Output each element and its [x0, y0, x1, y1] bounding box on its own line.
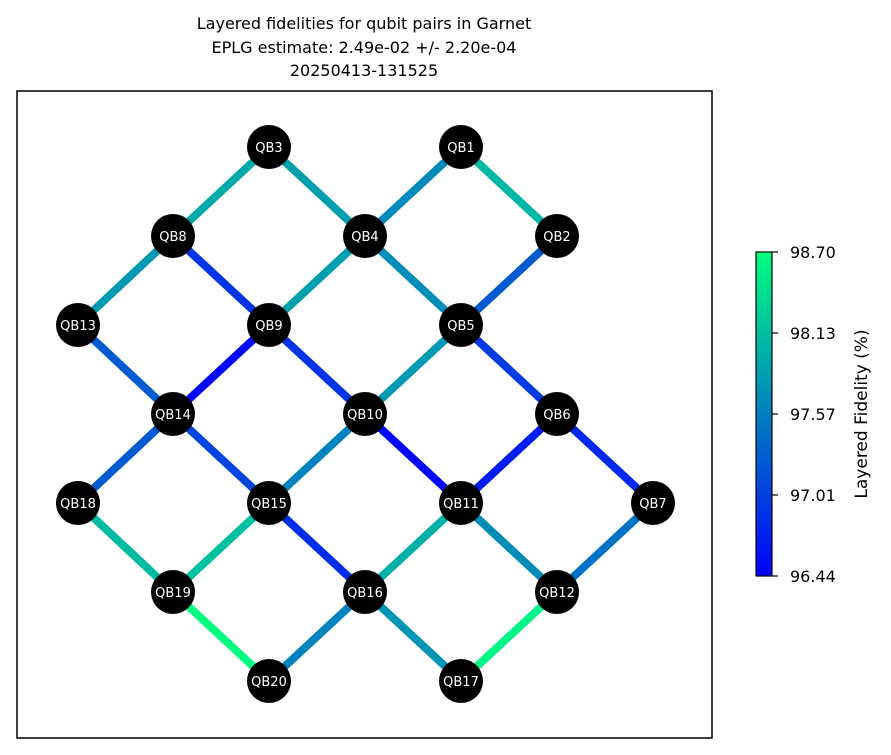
node-circle	[631, 481, 675, 525]
node-qb8: QB8	[151, 214, 195, 258]
node-label: QB4	[351, 230, 378, 245]
node-circle	[151, 570, 195, 614]
title-line-2: EPLG estimate: 2.49e-02 +/- 2.20e-04	[211, 38, 517, 57]
title-line-3: 20250413-131525	[289, 61, 439, 80]
node-qb1: QB1	[439, 125, 483, 169]
node-label: QB14	[155, 408, 191, 423]
node-label: QB9	[255, 319, 282, 334]
node-qb14: QB14	[151, 392, 195, 436]
node-label: QB19	[155, 586, 191, 601]
node-qb2: QB2	[535, 214, 579, 258]
colorbar-tick-label: 98.13	[790, 324, 836, 343]
node-qb18: QB18	[56, 481, 100, 525]
node-circle	[343, 392, 387, 436]
node-label: QB13	[60, 319, 96, 334]
node-qb15: QB15	[247, 481, 291, 525]
node-circle	[439, 303, 483, 347]
node-qb6: QB6	[535, 392, 579, 436]
node-label: QB15	[251, 497, 287, 512]
node-qb4: QB4	[343, 214, 387, 258]
node-qb16: QB16	[343, 570, 387, 614]
node-qb12: QB12	[535, 570, 579, 614]
node-qb10: QB10	[343, 392, 387, 436]
title-line-1: Layered fidelities for qubit pairs in Ga…	[196, 14, 532, 33]
colorbar-tick-label: 96.44	[790, 567, 836, 586]
node-circle	[535, 570, 579, 614]
node-circle	[343, 214, 387, 258]
node-circle	[535, 392, 579, 436]
colorbar	[755, 251, 773, 577]
node-qb7: QB7	[631, 481, 675, 525]
node-circle	[247, 303, 291, 347]
colorbar-tick-label: 97.57	[790, 405, 836, 424]
node-qb5: QB5	[439, 303, 483, 347]
node-circle	[247, 659, 291, 703]
node-qb13: QB13	[56, 303, 100, 347]
colorbar-tick-label: 97.01	[790, 486, 836, 505]
node-label: QB8	[159, 230, 186, 245]
node-qb9: QB9	[247, 303, 291, 347]
node-circle	[439, 125, 483, 169]
node-label: QB2	[543, 230, 570, 245]
plot-frame	[16, 90, 713, 739]
node-qb11: QB11	[439, 481, 483, 525]
node-label: QB11	[443, 497, 479, 512]
node-circle	[247, 481, 291, 525]
colorbar-tick-label: 98.70	[790, 243, 836, 262]
node-circle	[151, 392, 195, 436]
colorbar-label: Layered Fidelity (%)	[852, 329, 872, 499]
node-label: QB12	[539, 586, 575, 601]
node-circle	[247, 125, 291, 169]
node-label: QB18	[60, 497, 96, 512]
node-label: QB5	[447, 319, 474, 334]
node-label: QB3	[255, 141, 282, 156]
node-circle	[535, 214, 579, 258]
node-circle	[56, 303, 100, 347]
node-circle	[439, 659, 483, 703]
node-circle	[439, 481, 483, 525]
node-qb17: QB17	[439, 659, 483, 703]
node-qb3: QB3	[247, 125, 291, 169]
node-label: QB6	[543, 408, 570, 423]
node-label: QB1	[447, 141, 474, 156]
node-label: QB16	[347, 586, 383, 601]
node-circle	[151, 214, 195, 258]
node-label: QB17	[443, 675, 479, 690]
node-qb19: QB19	[151, 570, 195, 614]
node-qb20: QB20	[247, 659, 291, 703]
node-label: QB10	[347, 408, 383, 423]
node-label: QB7	[639, 497, 666, 512]
node-circle	[56, 481, 100, 525]
node-label: QB20	[251, 675, 287, 690]
node-circle	[343, 570, 387, 614]
